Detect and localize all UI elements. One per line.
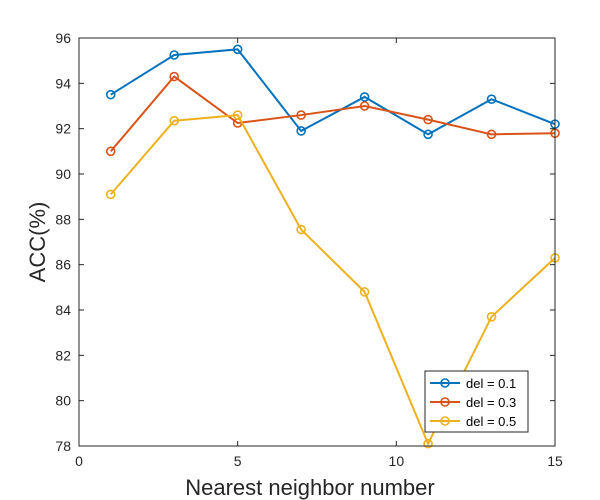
series-2-point — [105, 146, 116, 157]
series-3-point — [232, 110, 243, 120]
y-tick-label: 94 — [55, 75, 71, 91]
series-3-point — [169, 115, 179, 126]
series-line-2 — [109, 75, 556, 152]
series-3-point — [486, 311, 497, 322]
x-axis-label: Nearest neighbor number — [185, 475, 434, 500]
series-line-1 — [110, 48, 556, 136]
x-tick-label: 10 — [389, 453, 405, 469]
series-1-point — [296, 126, 306, 136]
y-tick-label: 88 — [55, 211, 71, 227]
y-tick-label: 86 — [55, 257, 71, 273]
series-2-point — [296, 110, 306, 120]
legend-entry-1: del = 0.1 — [466, 376, 516, 391]
series-1-point — [105, 89, 116, 100]
axes-layer: 0 5 10 15 78 80 82 84 86 88 90 92 94 96 — [55, 30, 563, 469]
axes-box — [78, 37, 556, 447]
y-tick-label: 96 — [55, 30, 71, 46]
x-tick-label: 5 — [234, 453, 242, 469]
x-tick-label: 15 — [547, 453, 563, 469]
y-tick-label: 92 — [55, 121, 71, 137]
y-tick-label: 90 — [55, 166, 71, 182]
legend-marker-1 — [440, 378, 450, 388]
x-tick-label: 0 — [75, 453, 83, 469]
series-layer — [105, 44, 560, 449]
y-tick-label: 82 — [55, 347, 71, 363]
series-2-point — [359, 101, 370, 111]
y-tick-label: 84 — [55, 302, 71, 318]
y-axis-label: ACC(%) — [25, 202, 50, 283]
series-3-point — [105, 189, 116, 200]
series-1-point — [169, 50, 179, 60]
legend-entry-2: del = 0.3 — [466, 395, 516, 410]
series-1-point — [423, 129, 433, 140]
series-3-point — [296, 224, 306, 235]
series-1-point — [232, 44, 243, 55]
legend-marker-3 — [440, 416, 450, 426]
series-3-point — [423, 438, 433, 449]
series-1-point — [486, 94, 497, 104]
series-line-3 — [109, 114, 556, 447]
series-1-point — [359, 92, 370, 102]
legend: del = 0.1 del = 0.3 del = 0.5 — [424, 370, 529, 433]
legend-entry-3: del = 0.5 — [466, 414, 516, 429]
series-3-point — [359, 287, 370, 297]
legend-marker-2 — [440, 397, 450, 407]
series-2-point — [423, 114, 433, 125]
y-tick-label: 78 — [55, 438, 71, 454]
y-tick-label: 80 — [55, 393, 71, 409]
series-2-point — [169, 71, 179, 82]
series-2-point — [486, 129, 497, 140]
